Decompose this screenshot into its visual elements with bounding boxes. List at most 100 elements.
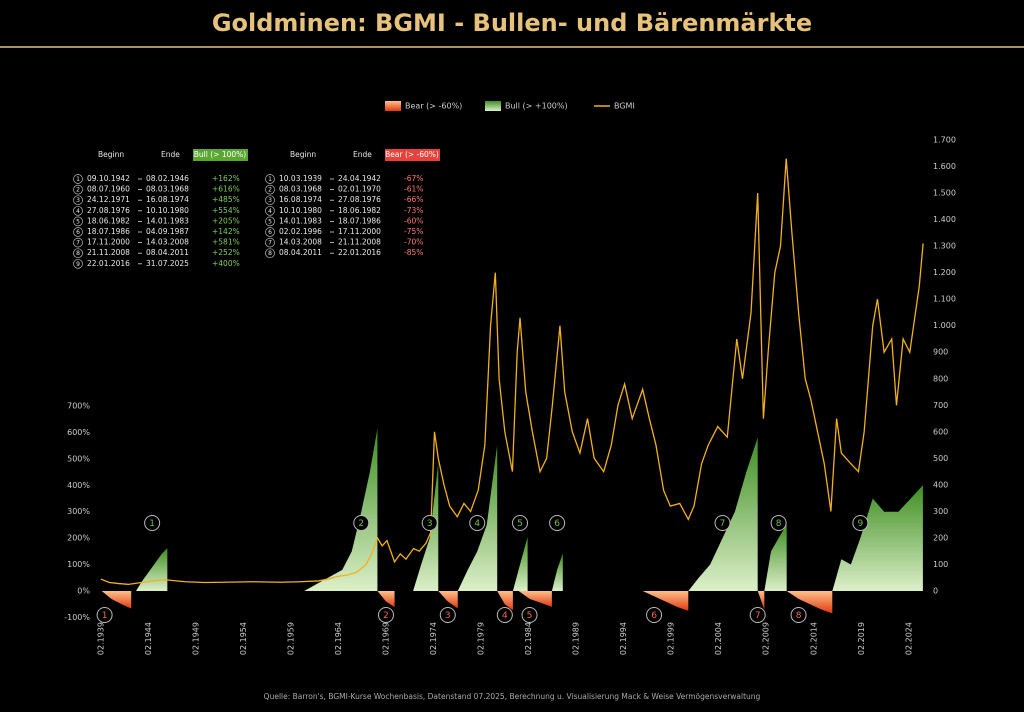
cycle-label: 8 [776,519,782,529]
row-number-circle [265,184,275,195]
end-date: 17.11.2000 [338,227,381,236]
row-number-circle [73,216,83,227]
table-header-badge [385,149,440,161]
row-number: 5 [268,218,272,225]
row-number-circle [265,237,275,248]
table-header: Beginn [98,150,124,159]
start-date: 14.03.2008 [279,238,322,247]
table-header: Ende [353,150,372,159]
source: Quelle: Barron's, BGMI-Kurse Wochenbasis… [264,692,761,701]
y-tick-label: 0% [77,586,90,595]
start-date: 08.04.2011 [279,248,322,257]
y2-tick-label: 1.100 [933,295,956,304]
area [304,428,378,591]
row-number-circle [73,258,83,269]
row-number: 9 [76,261,80,268]
cycle-marker [790,607,807,623]
row-number: 6 [268,229,272,236]
cycle-label: 9 [857,519,863,529]
y2-tick-label: 700 [933,401,948,410]
row-number: 1 [76,176,80,183]
y2-tick-label: 1.200 [933,268,956,277]
x-tick-label: 02.1964 [334,622,343,655]
area [497,590,513,611]
legend-swatch [485,101,501,111]
x-tick-label: 02.1959 [286,622,295,655]
end-date: 21.11.2008 [338,238,381,247]
start-date: 17.11.2000 [87,238,130,247]
area [101,590,132,609]
x-tick-label: 02.1994 [619,622,628,655]
cycle-marker [646,607,663,623]
cycle-label: 2 [358,519,364,529]
y-tick-label: 500% [67,454,90,463]
end-date: 08.02.1946 [146,174,189,183]
change: +205% [212,216,240,225]
area [135,548,168,591]
end-date: 18.06.1982 [338,206,381,215]
x-tick-label: 02.2024 [904,622,913,655]
row-number: 7 [268,240,272,247]
area [642,590,689,611]
change: -66% [404,195,423,204]
start-date: 14.01.1983 [279,216,322,225]
row-number: 8 [76,250,80,257]
legend-label: Bull (> +100%) [505,102,568,111]
y2-tick-label: 1.700 [933,136,956,145]
table-header: Beginn [290,150,316,159]
start-date: 18.07.1986 [87,227,130,236]
change: +142% [212,227,240,236]
y2-tick-label: 1.500 [933,189,956,198]
row-number-circle [73,195,83,206]
row-number-circle [265,195,275,206]
cycle-marker [144,515,161,531]
change: -67% [404,174,423,183]
table-header: Bear (> -60%) [385,150,439,159]
area [512,536,528,591]
row-number: 3 [268,197,272,204]
area [413,462,439,591]
area [377,590,395,608]
table-header-badge [193,149,248,161]
cycle-label: 5 [527,611,533,621]
cycle-label: 7 [755,611,761,621]
x-tick-label: 02.1969 [381,622,390,655]
y2-tick-label: 300 [933,507,948,516]
y2-tick-label: 800 [933,374,948,383]
row-number: 1 [268,176,272,183]
start-date: 22.01.2016 [87,259,130,268]
y-tick-label: 700% [67,402,90,411]
area [518,590,552,607]
y2-tick-label: 400 [933,480,948,489]
cycle-label: 1 [102,611,108,621]
start-date: 08.03.1968 [279,185,322,194]
cycle-label: 6 [554,519,560,529]
start-date: 16.08.1974 [279,195,322,204]
change: +581% [212,238,240,247]
area [457,444,498,591]
row-number-circle [73,174,83,184]
cycle-label: 4 [474,519,480,529]
row-number: 4 [76,208,80,215]
area [551,553,563,591]
start-date: 08.07.1960 [87,185,130,194]
end-date: 04.09.1987 [146,227,189,236]
y2-tick-label: 1.300 [933,242,956,251]
x-tick-label: 02.2019 [857,622,866,655]
change: +554% [212,206,240,215]
x-tick-label: 02.2004 [714,622,723,655]
y-tick-label: 200% [67,534,90,543]
x-tick-label: 02.1949 [191,622,200,655]
area [438,590,458,609]
x-tick-label: 02.1944 [144,622,153,655]
row-number: 4 [268,208,272,215]
cycle-marker [421,515,438,531]
row-number-circle [73,205,83,216]
change: +162% [212,174,240,183]
start-date: 21.11.2008 [87,248,130,257]
x-tick-label: 02.1974 [429,622,438,655]
area [757,590,765,610]
row-number: 8 [268,250,272,257]
cycle-marker [439,607,456,623]
